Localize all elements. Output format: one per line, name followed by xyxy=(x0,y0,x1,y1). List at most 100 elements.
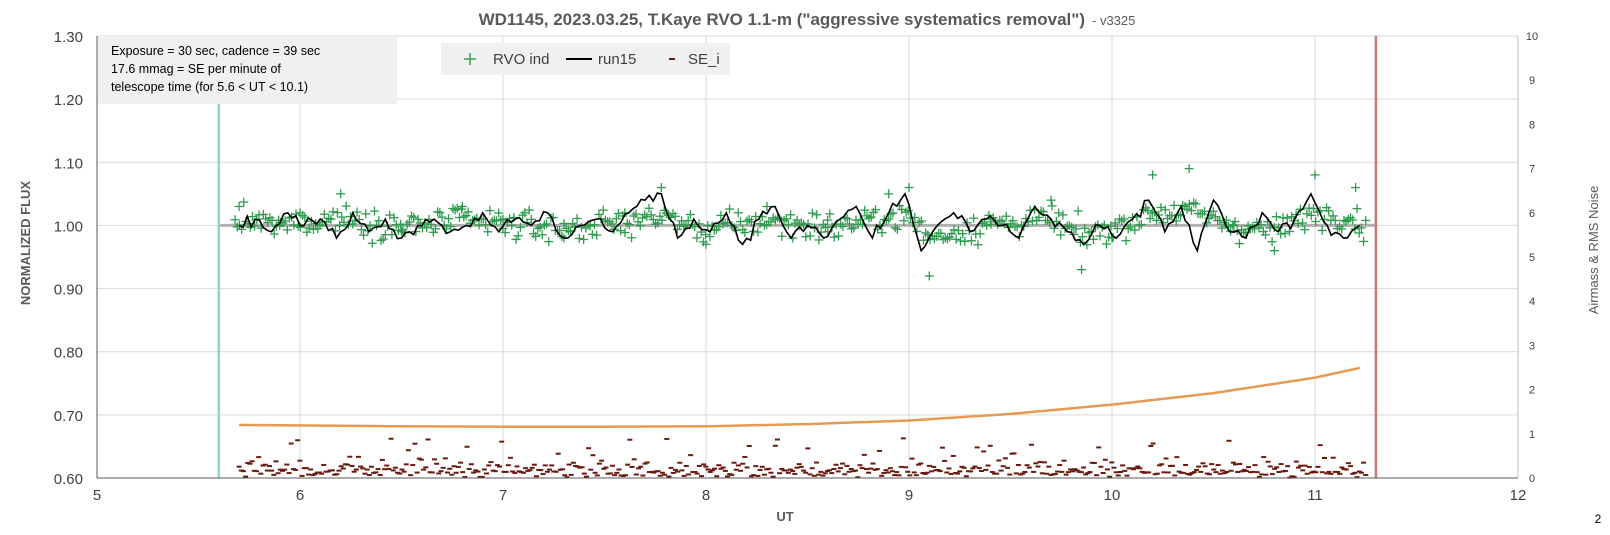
y2-tick-label: 5 xyxy=(1529,252,1535,264)
rvo-ind-point xyxy=(361,209,371,219)
rvo-ind-point xyxy=(413,214,423,224)
rvo-ind-point xyxy=(740,227,750,237)
rvo-ind-point xyxy=(1167,211,1177,221)
rvo-ind-point xyxy=(794,220,804,230)
rvo-ind-point xyxy=(1047,201,1057,211)
rvo-ind-point xyxy=(814,235,824,245)
legend-label-run15: run15 xyxy=(598,51,636,68)
airmass-line xyxy=(239,366,1360,428)
rvo-ind-point xyxy=(1208,206,1218,216)
rvo-ind-point xyxy=(461,211,471,221)
rvo-ind-point xyxy=(1077,265,1087,275)
rvo-ind-point xyxy=(481,220,491,230)
rvo-ind-point xyxy=(600,215,610,225)
rvo-ind-point xyxy=(725,204,735,214)
rvo-ind-point xyxy=(295,222,305,232)
rvo-ind-point xyxy=(1280,228,1290,238)
rvo-ind-point xyxy=(1229,220,1239,230)
rvo-ind-point xyxy=(921,228,931,238)
rvo-ind-point xyxy=(951,234,961,244)
rvo-ind-point xyxy=(884,189,894,199)
run15-line xyxy=(238,192,1361,254)
rvo-ind-point xyxy=(733,208,743,218)
x-tick-label: 6 xyxy=(296,487,304,504)
y2-tick-label: 0 xyxy=(1529,473,1535,485)
rvo-ind-point xyxy=(692,233,702,243)
rvo-ind-point xyxy=(463,207,473,217)
rvo-ind-point xyxy=(332,208,342,218)
rvo-ind-point xyxy=(1200,206,1210,216)
rvo-ind-point xyxy=(1145,214,1155,224)
rvo-ind-point xyxy=(631,209,641,219)
rvo-ind-point xyxy=(1269,246,1279,256)
rvo-ind-point xyxy=(352,207,362,217)
y-axis-label: NORMALIZED FLUX xyxy=(18,181,33,306)
y2-axis-label: Airmass & RMS Noise xyxy=(1586,186,1601,315)
rvo-ind-point xyxy=(1054,208,1064,218)
rvo-ind-point xyxy=(1148,170,1158,180)
rvo-ind-point xyxy=(435,208,445,218)
rvo-ind-point xyxy=(1351,183,1361,193)
rvo-ind-point xyxy=(539,220,549,230)
rvo-ind-point xyxy=(1361,215,1371,225)
rvo-ind-point xyxy=(1117,216,1127,226)
rvo-ind-point xyxy=(1001,211,1011,221)
rvo-ind-point xyxy=(629,211,639,221)
rvo-ind-point xyxy=(973,240,983,250)
rvo-ind-point xyxy=(644,203,654,213)
rvo-ind-point xyxy=(646,210,656,220)
y2-tick-label: 10 xyxy=(1526,31,1538,43)
rvo-ind-point xyxy=(1095,231,1105,241)
rvo-ind-point xyxy=(803,219,813,229)
rvo-ind-point xyxy=(877,228,887,238)
rvo-ind-point xyxy=(890,223,900,233)
rvo-ind-point xyxy=(1088,234,1098,244)
rvo-ind-point xyxy=(1067,222,1077,232)
rvo-ind-point xyxy=(337,212,347,222)
rvo-ind-point xyxy=(433,207,443,217)
rvo-ind-point xyxy=(319,209,329,219)
rvo-ind-point xyxy=(1217,223,1227,233)
rvo-ind-point xyxy=(864,213,874,223)
rvo-ind-point xyxy=(367,238,377,248)
rvo-ind-point xyxy=(1300,225,1310,235)
rvo-ind-point xyxy=(672,224,682,234)
rvo-ind-point xyxy=(783,220,793,230)
rvo-ind-point xyxy=(781,214,791,224)
rvo-ind-point xyxy=(485,206,495,216)
rvo-ind-point xyxy=(359,230,369,240)
rvo-ind-point xyxy=(860,205,870,215)
rvo-ind-point xyxy=(1169,200,1179,210)
rvo-ind-point xyxy=(1339,215,1349,225)
rvo-ind-point xyxy=(844,219,854,229)
rvo-ind-point xyxy=(1230,217,1240,227)
rvo-ind-point xyxy=(916,216,926,226)
rvo-ind-point xyxy=(1075,237,1085,247)
rvo-ind-point xyxy=(524,205,534,215)
rvo-ind-point xyxy=(679,221,689,231)
rvo-ind-point xyxy=(1341,216,1351,226)
rvo-ind-point xyxy=(823,215,833,225)
rvo-ind-point xyxy=(924,271,934,281)
legend-marker-rvo-ind xyxy=(464,53,476,65)
se-series xyxy=(236,437,1369,479)
rvo-ind-point xyxy=(1352,204,1362,214)
rvo-ind-point xyxy=(1027,216,1037,226)
rvo-ind-point xyxy=(356,225,366,235)
rvo-ind-point xyxy=(842,214,852,224)
y2-tick-label: 9 xyxy=(1529,75,1535,87)
rvo-ind-point xyxy=(269,229,279,239)
rvo-ind-point xyxy=(627,233,637,243)
rvo-ind-point xyxy=(633,217,643,227)
rvo-ind-point xyxy=(494,208,504,218)
rvo-ind-point xyxy=(328,207,338,217)
rvo-ind-point xyxy=(796,218,806,228)
rvo-ind-point xyxy=(1184,164,1194,174)
rvo-ind-point xyxy=(526,214,536,224)
rvo-ind-point xyxy=(1008,216,1018,226)
y2-tick-label: 2 xyxy=(1529,385,1535,397)
y-tick-label: 0.90 xyxy=(54,282,83,299)
rvo-ind-point xyxy=(918,235,928,245)
rvo-ind-point xyxy=(1328,211,1338,221)
